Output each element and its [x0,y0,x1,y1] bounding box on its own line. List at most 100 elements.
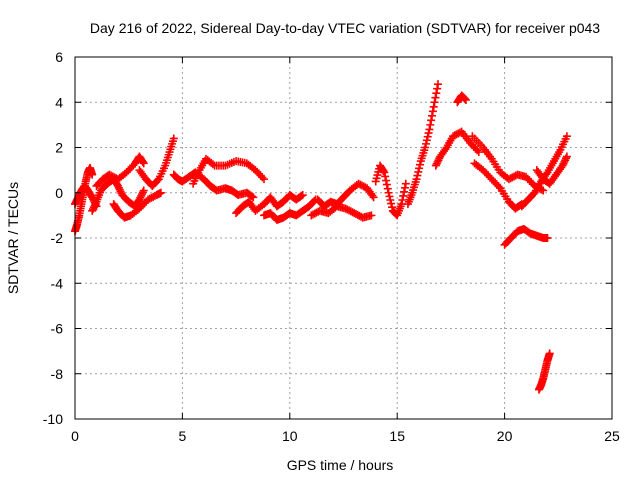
y-tick-label: -4 [51,275,64,291]
data-point [113,181,122,190]
grid-layer [75,57,612,419]
data-point [461,95,470,104]
data-point [558,161,567,170]
data-point [415,160,424,169]
data-point [381,172,390,181]
data-point [562,154,571,163]
data-point [297,191,306,200]
data-point [367,211,376,220]
data-point [461,95,470,104]
data-point [400,187,409,196]
y-tick-label: 0 [55,185,63,201]
data-point [429,102,438,111]
data-point [431,93,440,102]
data-point [137,191,146,200]
data-point [249,193,258,202]
y-tick-label: -2 [51,230,64,246]
data-point [89,205,98,214]
x-tick-label: 0 [71,428,79,444]
data-series-s3 [88,175,148,215]
data-point [430,98,439,107]
data-point [138,190,147,199]
data-point [423,132,432,141]
data-series-s7 [169,168,258,202]
data-point [428,107,437,116]
data-point [368,191,377,200]
data-series-s8 [189,154,269,188]
data-point [400,183,409,192]
data-point [388,203,397,212]
data-point [379,167,388,176]
data-point [399,191,408,200]
data-point [559,159,568,168]
data-point [383,184,392,193]
data-point [380,168,389,177]
data-point [434,156,443,165]
data-point [139,159,148,168]
data-point [387,199,396,208]
y-axis-label: SDTVAR / TECUs [5,182,21,294]
x-tick-label: 25 [604,428,620,444]
data-point [247,192,256,201]
y-tick-label: 6 [55,49,63,65]
data-point [114,183,123,192]
data-point [427,116,436,125]
data-point [136,193,145,202]
data-point [89,203,98,212]
y-tick-label: -8 [51,366,64,382]
data-point [90,201,99,210]
data-series-s14 [403,80,443,209]
data-point [562,152,571,161]
data-point [431,161,440,170]
data-series-s20 [517,132,571,211]
data-point [441,145,450,154]
data-point [543,234,552,242]
y-tick-label: 4 [55,94,63,110]
data-series-s17 [468,132,548,195]
x-tick-label: 5 [179,428,187,444]
data-point [494,182,503,191]
data-point [412,175,421,184]
data-point [539,186,548,195]
data-point [298,191,307,200]
y-tick-label: 2 [55,140,63,156]
data-point [384,188,393,197]
data-series-s13 [371,161,410,220]
data-point [169,134,178,143]
data-point [88,170,97,179]
data-point [433,157,442,166]
data-point [422,136,431,145]
data-point [425,125,434,134]
data-series-s5 [109,188,165,222]
data-point [382,176,391,185]
data-point [433,84,442,93]
data-point [138,188,147,197]
data-point [369,193,378,202]
data-point [545,349,554,358]
tick-layer: 0 5 10 15 20 25 -10 -8 -6 -4 -2 0 2 4 6 [43,49,620,444]
data-point [426,120,435,129]
data-point [421,143,430,152]
data-point [434,80,443,89]
data-point [208,160,217,169]
data-point [413,171,422,180]
x-axis-label: GPS time / hours [287,457,394,473]
data-point [139,186,148,195]
data-series-s10 [260,195,320,224]
data-layer [71,80,571,394]
data-point [386,195,395,204]
chart-title: Day 216 of 2022, Sidereal Day-to-day VTE… [90,20,600,36]
data-point [382,180,391,189]
data-point [385,192,394,201]
y-tick-label: -6 [51,321,64,337]
data-point [91,199,100,208]
data-point [424,129,433,138]
data-point [562,132,571,141]
data-point [432,89,441,98]
data-point [115,185,124,194]
data-series-s22 [534,349,554,394]
data-series-s21 [532,152,571,188]
data-point [432,159,441,168]
